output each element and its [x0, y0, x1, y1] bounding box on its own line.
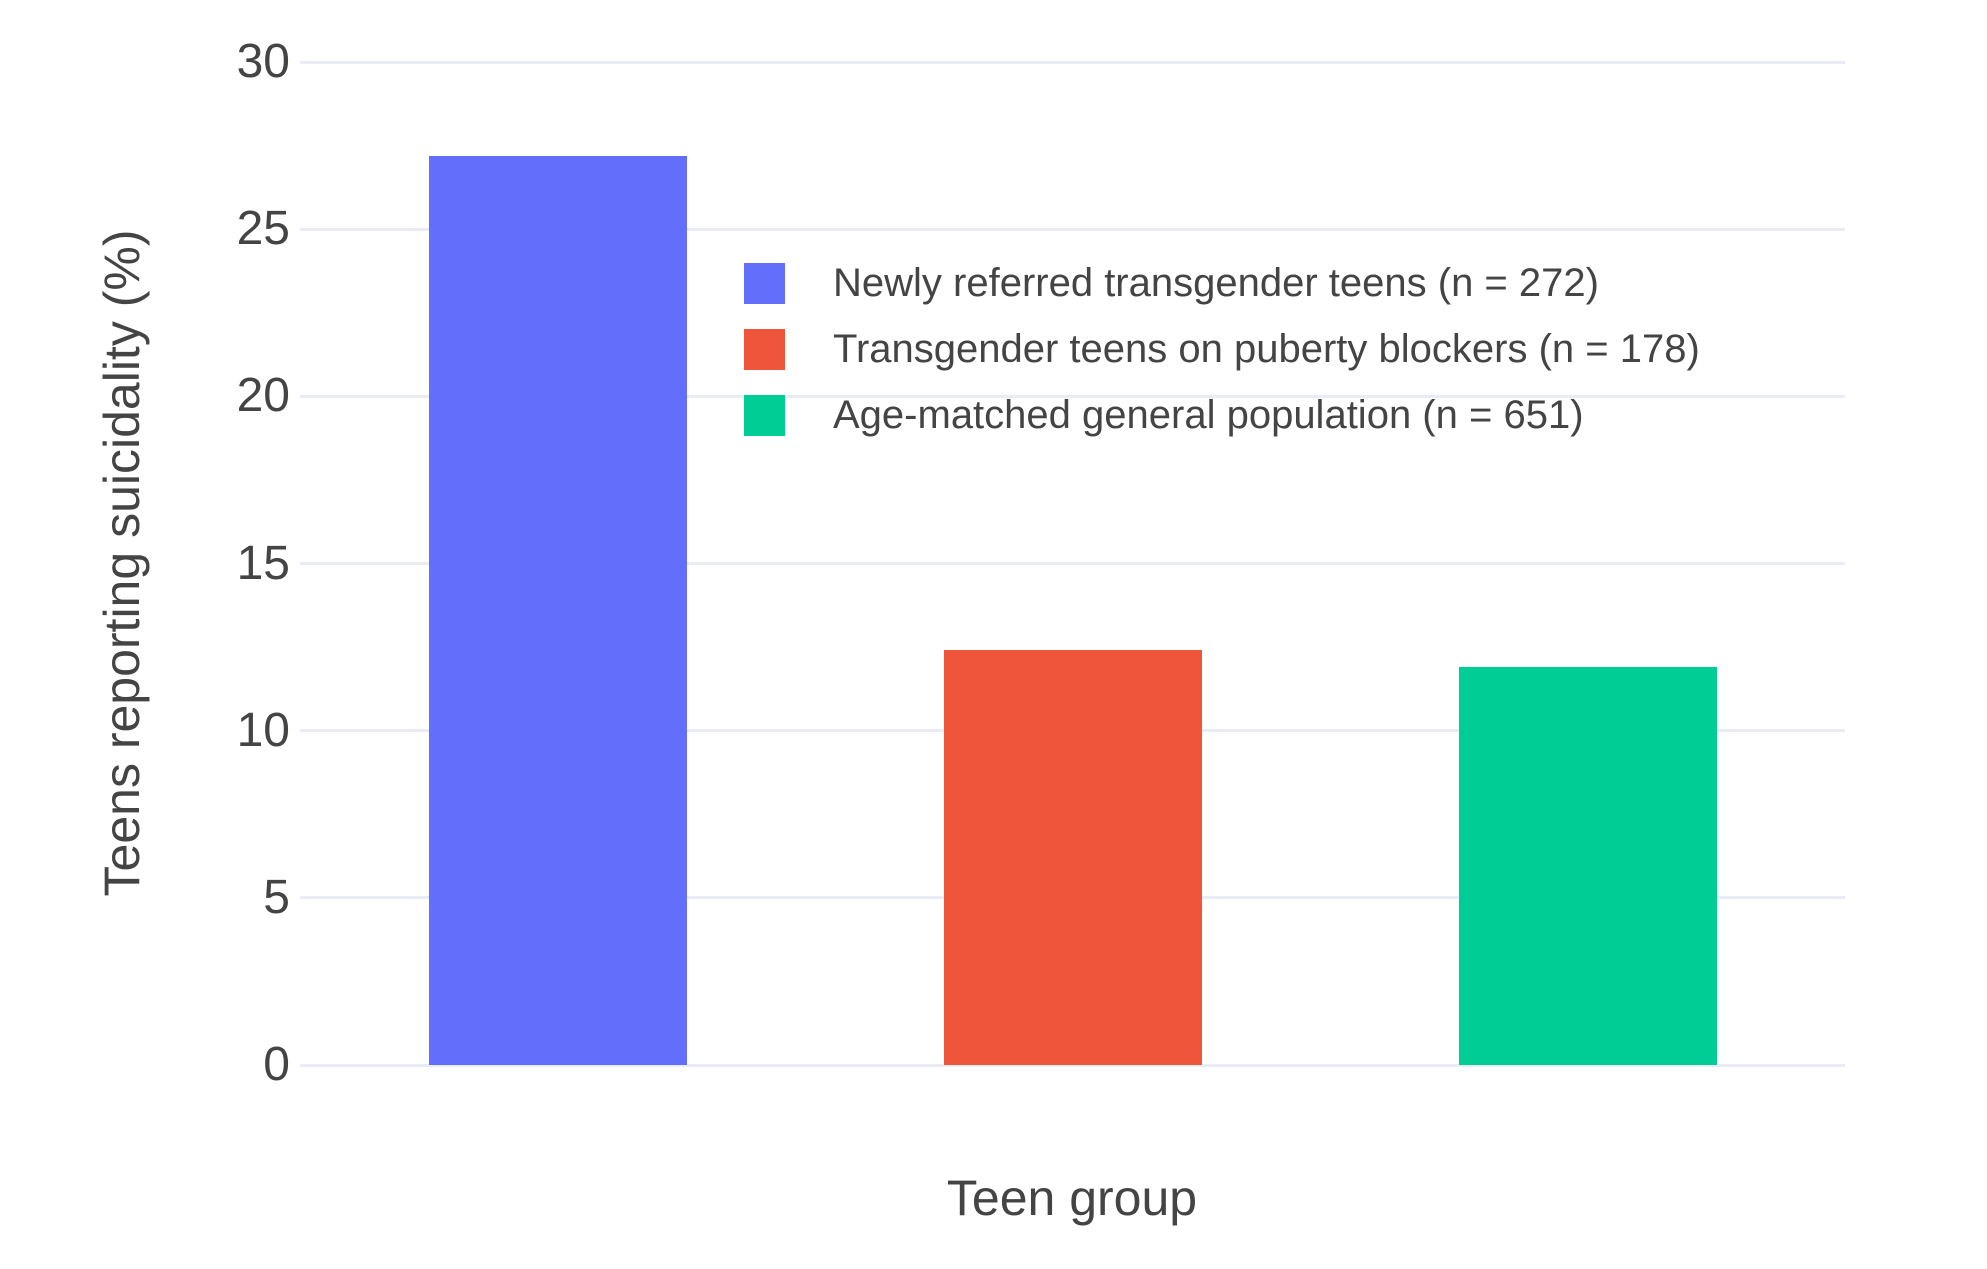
legend-label: Transgender teens on puberty blockers (n… [833, 327, 1700, 371]
legend: Newly referred transgender teens (n = 27… [744, 257, 1700, 455]
legend-label: Age-matched general population (n = 651) [833, 393, 1584, 437]
y-tick-label-25: 25 [236, 202, 290, 256]
y-tick-label-15: 15 [236, 536, 290, 590]
legend-swatch-icon [744, 394, 785, 436]
bar-transgender-teens-on-puberty-blockers[interactable] [943, 650, 1202, 1065]
legend-swatch-icon [744, 328, 785, 370]
y-tick-label-5: 5 [263, 870, 290, 924]
y-tick-label-20: 20 [236, 369, 290, 423]
legend-swatch-icon [744, 262, 785, 304]
x-axis-title: Teen group [946, 1170, 1198, 1226]
y-tick-label-30: 30 [236, 35, 290, 88]
gridline-y-30 [300, 60, 1845, 64]
gridline-y-0 [300, 1063, 1845, 1067]
bar-newly-referred-transgender-teens[interactable] [428, 155, 687, 1065]
gridline-y-20 [300, 394, 1845, 398]
legend-label: Newly referred transgender teens (n = 27… [833, 261, 1599, 305]
legend-item-transgender-teens-on-puberty-blockers[interactable]: Transgender teens on puberty blockers (n… [744, 323, 1700, 375]
y-tick-label-10: 10 [236, 703, 290, 757]
legend-item-age-matched-general-population[interactable]: Age-matched general population (n = 651) [744, 389, 1700, 441]
gridline-y-25 [300, 227, 1845, 231]
bar-age-matched-general-population[interactable] [1458, 667, 1717, 1065]
legend-item-newly-referred-transgender-teens[interactable]: Newly referred transgender teens (n = 27… [744, 257, 1700, 309]
gridline-y-15 [300, 562, 1845, 565]
y-tick-label-0: 0 [263, 1038, 290, 1091]
